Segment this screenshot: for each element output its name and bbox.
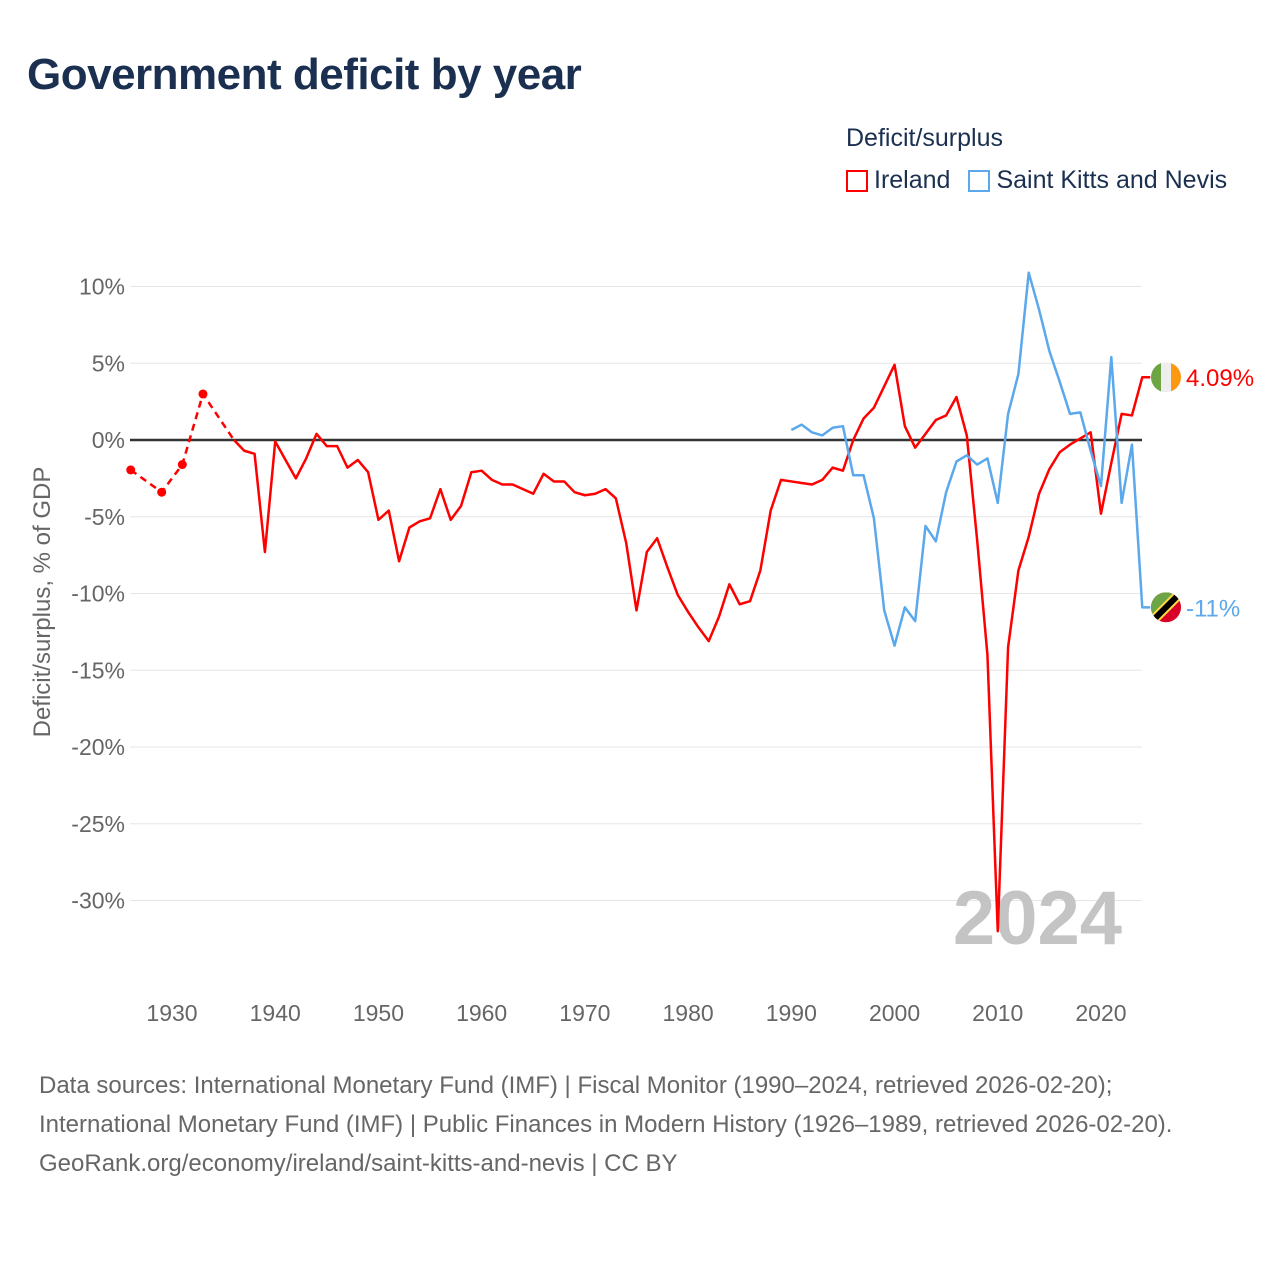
chart-title: Government deficit by year bbox=[27, 50, 582, 99]
saint-kitts-flag-icon bbox=[1151, 592, 1181, 623]
ireland-flag-icon bbox=[1151, 362, 1181, 393]
x-tick-label: 2020 bbox=[1075, 1000, 1126, 1026]
footer: Data sources: International Monetary Fun… bbox=[39, 1066, 1239, 1183]
x-tick-label: 1990 bbox=[766, 1000, 817, 1026]
y-tick-label: 0% bbox=[92, 427, 125, 453]
y-tick-label: -15% bbox=[71, 657, 125, 683]
flag-stripe bbox=[1171, 362, 1181, 393]
legend-item-saint-kitts[interactable]: Saint Kitts and Nevis bbox=[968, 166, 1227, 195]
legend-label-ireland: Ireland bbox=[874, 166, 951, 194]
x-tick-label: 1930 bbox=[146, 1000, 197, 1026]
legend-title: Deficit/surplus bbox=[846, 124, 1003, 152]
current-year-label: 2024 bbox=[953, 876, 1122, 961]
y-tick-label: 10% bbox=[79, 274, 125, 300]
legend-swatch-ireland bbox=[846, 169, 868, 192]
end-label-saint-kitts: -11% bbox=[1186, 595, 1240, 622]
series-line-ireland bbox=[233, 363, 1151, 933]
series-line-ireland-dashed bbox=[129, 391, 235, 494]
flag-stripe bbox=[1161, 362, 1172, 393]
legend: Ireland Saint Kitts and Nevis bbox=[846, 166, 1227, 195]
line-chart: 10% 5% 0% -5% -10% -15% -20% -25% -30% 1930 1940 1… bbox=[29, 271, 1254, 1026]
end-label-ireland: 4.09% bbox=[1186, 365, 1254, 392]
legend-item-ireland[interactable]: Ireland bbox=[846, 166, 950, 195]
source-link[interactable]: GeoRank.org/economy/ireland/saint-kitts-… bbox=[39, 1150, 678, 1177]
legend-label-saint-kitts: Saint Kitts and Nevis bbox=[996, 166, 1228, 194]
x-tick-label: 1950 bbox=[353, 1000, 404, 1026]
x-tick-label: 1970 bbox=[559, 1000, 610, 1026]
x-tick-label: 2000 bbox=[869, 1000, 920, 1026]
x-tick-label: 1960 bbox=[456, 1000, 507, 1026]
x-tick-label: 2010 bbox=[972, 1000, 1023, 1026]
data-point-ireland bbox=[157, 487, 167, 497]
y-tick-label: -20% bbox=[71, 734, 125, 760]
x-tick-label: 1980 bbox=[663, 1000, 714, 1026]
y-tick-label: 5% bbox=[92, 350, 125, 376]
x-tick-label: 1940 bbox=[250, 1000, 301, 1026]
flag-stripe bbox=[1151, 362, 1162, 393]
data-sources: Data sources: International Monetary Fun… bbox=[39, 1072, 1173, 1138]
y-tick-label: -30% bbox=[71, 888, 125, 914]
y-axis-label: Deficit/surplus, % of GDP bbox=[29, 467, 56, 738]
y-tick-label: -25% bbox=[71, 811, 125, 837]
data-point-ireland bbox=[177, 460, 187, 470]
series-line-saint-kitts bbox=[790, 271, 1151, 647]
data-point-ireland bbox=[126, 465, 136, 475]
data-point-ireland bbox=[198, 389, 208, 399]
y-tick-label: -5% bbox=[84, 504, 125, 530]
y-tick-label: -10% bbox=[71, 581, 125, 607]
legend-swatch-saint-kitts bbox=[968, 169, 991, 192]
